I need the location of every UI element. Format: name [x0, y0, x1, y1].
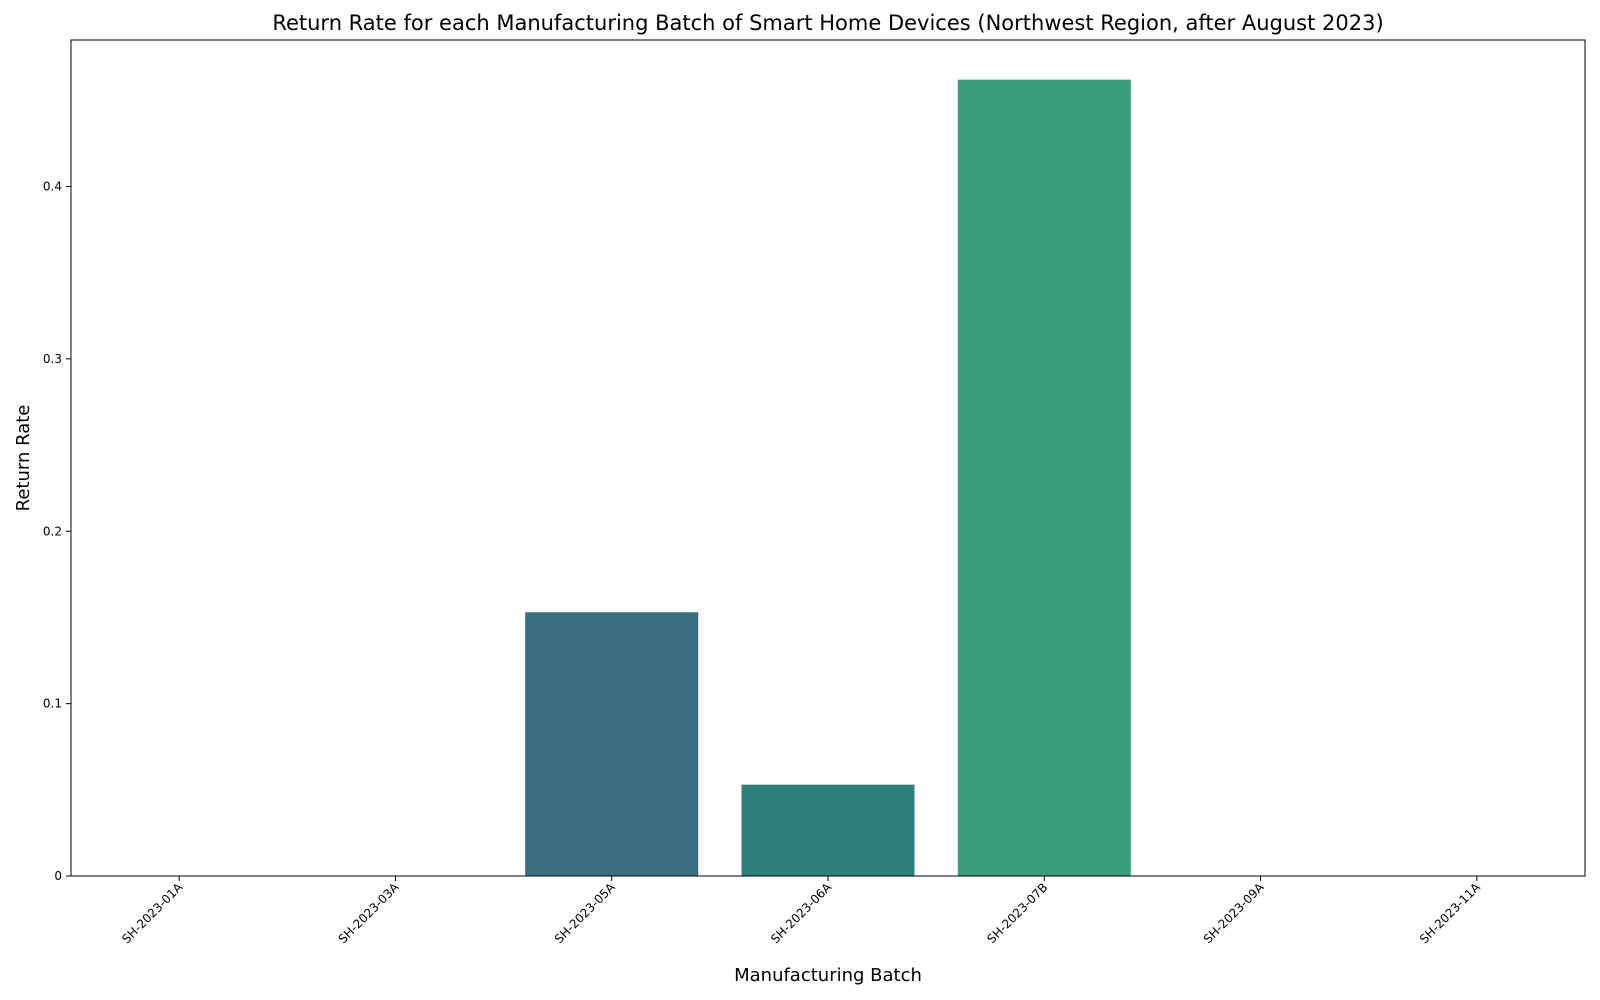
- x-tick-label: SH-2023-01A: [119, 880, 186, 947]
- y-tick-label: 0.3: [43, 352, 62, 366]
- y-tick-label: 0.2: [43, 524, 62, 538]
- bar: [741, 784, 915, 876]
- chart-title: Return Rate for each Manufacturing Batch…: [272, 11, 1383, 35]
- x-axis-label: Manufacturing Batch: [734, 965, 922, 986]
- x-tick-label: SH-2023-05A: [552, 880, 619, 947]
- bar: [957, 79, 1131, 876]
- x-tick-label: SH-2023-11A: [1417, 880, 1484, 947]
- y-tick-label: 0.1: [43, 697, 62, 711]
- x-tick-label: SH-2023-09A: [1201, 880, 1268, 947]
- plot-frame: [70, 39, 1586, 877]
- bar: [525, 612, 699, 876]
- x-tick-label: SH-2023-03A: [336, 880, 403, 947]
- x-tick-label: SH-2023-06A: [768, 880, 835, 947]
- y-tick-label: 0.4: [43, 180, 62, 194]
- x-tick-label: SH-2023-07B: [984, 880, 1050, 946]
- y-tick-label: 0: [54, 869, 62, 883]
- y-axis-label: Return Rate: [13, 405, 34, 512]
